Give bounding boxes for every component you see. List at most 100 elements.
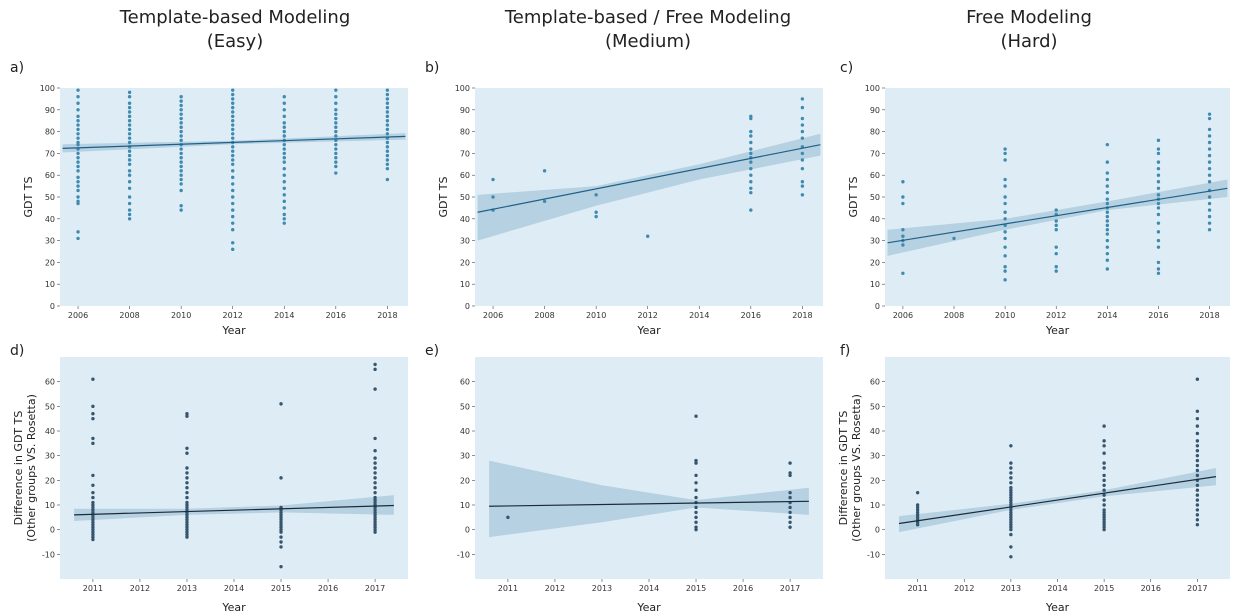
y-tick-label: 30: [460, 237, 470, 246]
data-point: [179, 208, 183, 212]
data-point: [694, 473, 698, 478]
data-point: [282, 134, 286, 138]
data-point: [1102, 451, 1106, 455]
data-point: [506, 515, 510, 520]
data-point: [76, 188, 80, 193]
chart-panel: 0 10 20 30 40 50 60 70 80 90 100 2006 2008 2010 2012 20…: [22, 84, 408, 337]
y-tick-label: 50: [45, 402, 55, 411]
data-point: [1009, 488, 1013, 492]
data-point: [76, 123, 80, 127]
data-point: [76, 151, 80, 156]
data-point: [1195, 458, 1200, 463]
data-point: [279, 523, 283, 527]
y-tick-label: -10: [457, 550, 470, 559]
data-point: [282, 151, 286, 156]
data-point: [185, 412, 189, 416]
y-tick-label: 20: [460, 258, 470, 267]
x-tick-label: 2017: [1187, 584, 1207, 593]
data-point: [1195, 463, 1200, 468]
data-point: [127, 127, 132, 132]
data-point: [282, 142, 286, 147]
data-point: [1009, 471, 1013, 475]
x-tick-label: 2006: [893, 311, 913, 320]
data-point: [185, 486, 189, 490]
data-point: [76, 201, 80, 206]
data-point: [1195, 431, 1200, 436]
column-title-line1: Template-based Modeling: [119, 7, 351, 28]
data-point: [373, 367, 377, 372]
data-point: [749, 180, 753, 184]
y-tick-label: 90: [460, 106, 470, 115]
x-tick-label: 2014: [1047, 584, 1067, 593]
data-point: [373, 510, 377, 515]
data-point: [1207, 166, 1212, 171]
data-point: [231, 149, 235, 153]
y-tick-label: 30: [45, 452, 55, 461]
data-point: [1195, 377, 1200, 381]
data-point: [1195, 498, 1200, 502]
x-tick-label: 2016: [741, 311, 761, 320]
data-point: [1009, 493, 1013, 497]
data-point: [385, 140, 390, 145]
data-point: [179, 182, 183, 186]
data-point: [91, 520, 95, 524]
data-point: [1105, 184, 1110, 188]
data-point: [1195, 444, 1200, 448]
data-point: [282, 156, 286, 160]
y-tick-label: 50: [45, 193, 55, 202]
x-tick-label: 2006: [68, 311, 88, 320]
data-point: [185, 535, 189, 539]
data-point: [91, 404, 95, 409]
data-point: [282, 160, 286, 164]
data-point: [788, 505, 792, 510]
data-point: [1156, 245, 1161, 249]
data-point: [91, 527, 95, 532]
data-point: [1102, 466, 1106, 470]
x-axis-label: Year: [636, 324, 661, 337]
y-tick-label: 50: [460, 193, 470, 202]
data-point: [334, 156, 338, 160]
data-point: [1105, 171, 1110, 175]
data-point: [1102, 515, 1106, 520]
chart-panel: -10 0 10 20 30 40 50 60 2011 2012 2013 2014 2015 2016…: [457, 357, 823, 614]
data-point: [179, 188, 183, 193]
data-point: [1195, 483, 1200, 487]
data-point: [76, 175, 80, 180]
data-point: [915, 505, 920, 510]
plot-background: [475, 357, 823, 579]
data-point: [1195, 409, 1200, 413]
data-point: [91, 500, 95, 505]
data-point: [127, 158, 132, 162]
column-title-hard: Free Modeling (Hard): [824, 6, 1234, 54]
data-point: [282, 173, 286, 177]
data-point: [231, 127, 235, 132]
data-point: [127, 149, 132, 153]
data-point: [385, 110, 390, 114]
data-point: [1195, 488, 1200, 492]
data-point: [185, 414, 189, 418]
data-point: [385, 101, 390, 105]
data-point: [373, 523, 377, 527]
data-point: [334, 129, 338, 134]
data-point: [373, 527, 377, 532]
data-point: [1105, 245, 1110, 249]
data-point: [334, 164, 338, 169]
data-point: [1207, 112, 1212, 116]
data-point: [282, 95, 286, 99]
data-point: [76, 164, 80, 169]
data-point: [1102, 520, 1106, 524]
y-tick-label: 70: [460, 149, 470, 158]
data-point: [373, 525, 377, 529]
data-point: [179, 134, 183, 138]
data-point: [334, 134, 338, 138]
x-tick-label: 2015: [1094, 584, 1114, 593]
data-point: [127, 101, 132, 105]
x-axis-label: Year: [1045, 601, 1070, 614]
data-point: [76, 236, 80, 241]
y-tick-label: 60: [45, 171, 55, 180]
plot-background: [885, 357, 1230, 579]
y-tick-label: 10: [870, 280, 880, 289]
data-point: [1105, 160, 1110, 164]
data-point: [231, 182, 235, 186]
